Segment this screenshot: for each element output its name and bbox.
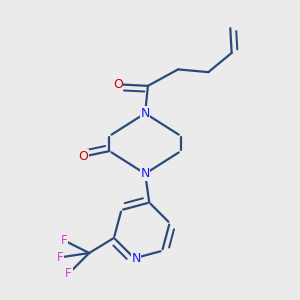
Text: N: N (131, 252, 141, 265)
Text: O: O (78, 150, 88, 163)
Text: F: F (61, 234, 68, 247)
Text: N: N (140, 107, 150, 120)
Text: F: F (65, 267, 72, 280)
Text: O: O (113, 78, 123, 91)
Text: F: F (57, 250, 64, 264)
Text: N: N (140, 167, 150, 180)
